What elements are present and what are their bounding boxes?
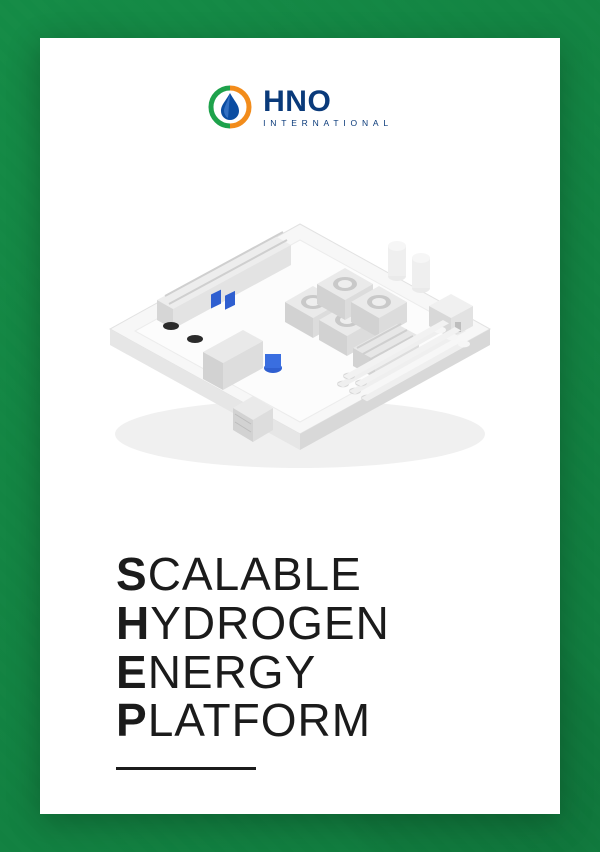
title-line-3: ENERGY	[116, 648, 390, 697]
droplet-logo-icon	[207, 84, 253, 130]
title-line-1: SCALABLE	[116, 550, 390, 599]
logo-sub-text: INTERNATIONAL	[263, 119, 393, 128]
title-underline	[116, 767, 256, 770]
logo-main-text: HNO	[263, 87, 393, 117]
title-block: SCALABLE HYDROGEN ENERGY PLATFORM	[88, 550, 390, 770]
title-line-2: HYDROGEN	[116, 599, 390, 648]
title-line-4: PLATFORM	[116, 696, 390, 745]
page-background: HNO INTERNATIONAL	[0, 0, 600, 852]
platform-diagram	[85, 164, 515, 504]
company-logo: HNO INTERNATIONAL	[207, 84, 393, 130]
logo-text: HNO INTERNATIONAL	[263, 87, 393, 128]
content-card: HNO INTERNATIONAL	[40, 38, 560, 814]
